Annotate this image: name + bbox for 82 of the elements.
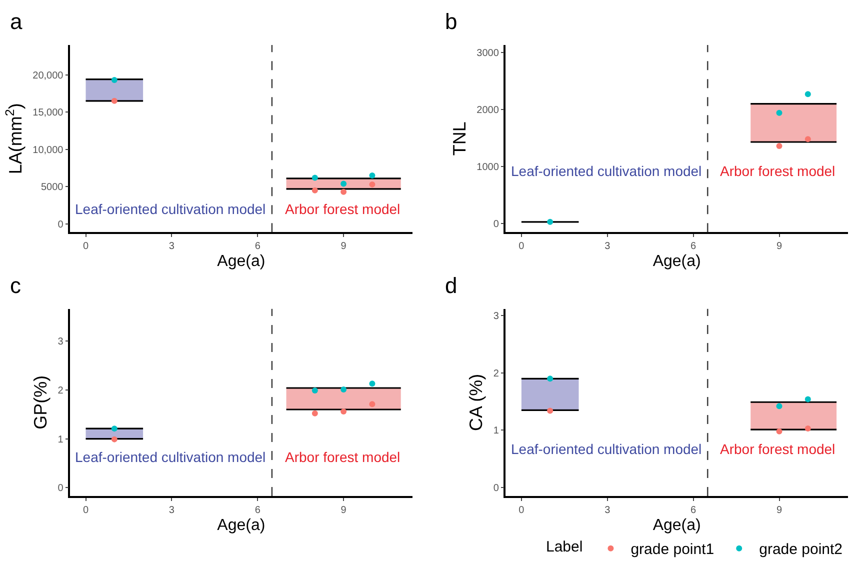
y-tick-label: 2 — [493, 368, 500, 380]
y-axis-title: GP(%) — [30, 375, 50, 430]
point — [547, 408, 554, 414]
annotation: Arbor forest model — [720, 441, 836, 457]
x-axis-title: Age(a) — [652, 253, 701, 270]
annotation: Arbor forest model — [285, 201, 400, 217]
point — [547, 218, 554, 225]
annotation: Leaf-oriented cultivation model — [511, 163, 702, 179]
x-tick-label: 0 — [518, 504, 525, 516]
point — [776, 428, 782, 434]
point — [111, 436, 118, 442]
point — [111, 98, 118, 104]
x-axis-title: Age(a) — [217, 516, 266, 534]
y-axis-title: TNL — [449, 122, 470, 156]
y-tick-label: 3 — [493, 311, 500, 322]
x-tick-label: 6 — [254, 240, 261, 252]
y-tick-label: 0 — [58, 219, 64, 230]
point — [340, 180, 347, 187]
point — [804, 425, 811, 432]
point — [111, 426, 118, 432]
chart-title: c — [10, 273, 21, 298]
y-tick-label: 0 — [493, 219, 500, 230]
y-tick-label: 10,000 — [32, 144, 64, 156]
point — [340, 188, 347, 195]
point — [312, 387, 318, 394]
chart-title: b — [445, 9, 458, 34]
y-tick-label: 3000 — [476, 48, 500, 59]
point — [312, 187, 318, 194]
x-tick-label: 6 — [690, 240, 697, 252]
y-tick-label: 5000 — [41, 182, 64, 194]
x-tick-label: 9 — [776, 240, 782, 252]
point — [776, 110, 782, 116]
x-tick-label: 9 — [340, 504, 347, 516]
point — [776, 143, 782, 149]
annotation: Arbor forest model — [285, 449, 400, 465]
y-tick-label: 1 — [493, 426, 500, 437]
y-tick-label: 3 — [58, 336, 64, 348]
y-tick-label: 0 — [58, 483, 64, 494]
point — [369, 172, 376, 178]
point — [804, 91, 811, 98]
point — [312, 410, 318, 416]
x-axis-title: Age(a) — [217, 253, 266, 270]
y-tick-label: 1 — [58, 434, 64, 446]
point — [340, 386, 347, 392]
x-tick-label: 9 — [340, 240, 347, 252]
x-tick-label: 3 — [168, 504, 175, 516]
x-tick-label: 9 — [776, 504, 782, 516]
x-tick-label: 3 — [604, 240, 611, 252]
y-axis-title: CA (%) — [466, 374, 486, 431]
chart-title: d — [445, 273, 458, 298]
point — [111, 77, 118, 84]
x-axis-title: Age(a) — [652, 516, 701, 534]
point — [312, 174, 318, 181]
legend-label: grade point2 — [759, 541, 843, 558]
legend-label: grade point1 — [630, 541, 714, 558]
legend-title: Label — [546, 538, 583, 556]
point — [369, 380, 376, 387]
annotation: Leaf-oriented cultivation model — [75, 201, 266, 217]
point — [369, 181, 376, 188]
point — [804, 136, 811, 142]
y-tick-label: 20,000 — [32, 70, 64, 82]
annotation: Leaf-oriented cultivation model — [75, 449, 266, 465]
point — [776, 403, 782, 410]
y-tick-label: 15,000 — [32, 108, 64, 119]
point — [804, 396, 811, 402]
point — [340, 408, 347, 414]
y-tick-label: 2000 — [476, 104, 500, 116]
chart-title: a — [10, 9, 23, 34]
x-tick-label: 3 — [168, 240, 175, 252]
y-tick-label: 0 — [493, 482, 500, 494]
y-tick-label: 1000 — [476, 162, 500, 174]
y-tick-label: 2 — [58, 385, 64, 396]
x-tick-label: 6 — [254, 504, 261, 516]
annotation: Arbor forest model — [720, 163, 836, 179]
x-tick-label: 0 — [82, 240, 89, 252]
x-tick-label: 0 — [518, 240, 525, 252]
point — [547, 376, 554, 382]
x-tick-label: 0 — [82, 504, 89, 516]
point — [369, 401, 376, 408]
x-tick-label: 6 — [690, 504, 697, 516]
x-tick-label: 3 — [604, 504, 611, 516]
annotation: Leaf-oriented cultivation model — [511, 441, 702, 457]
